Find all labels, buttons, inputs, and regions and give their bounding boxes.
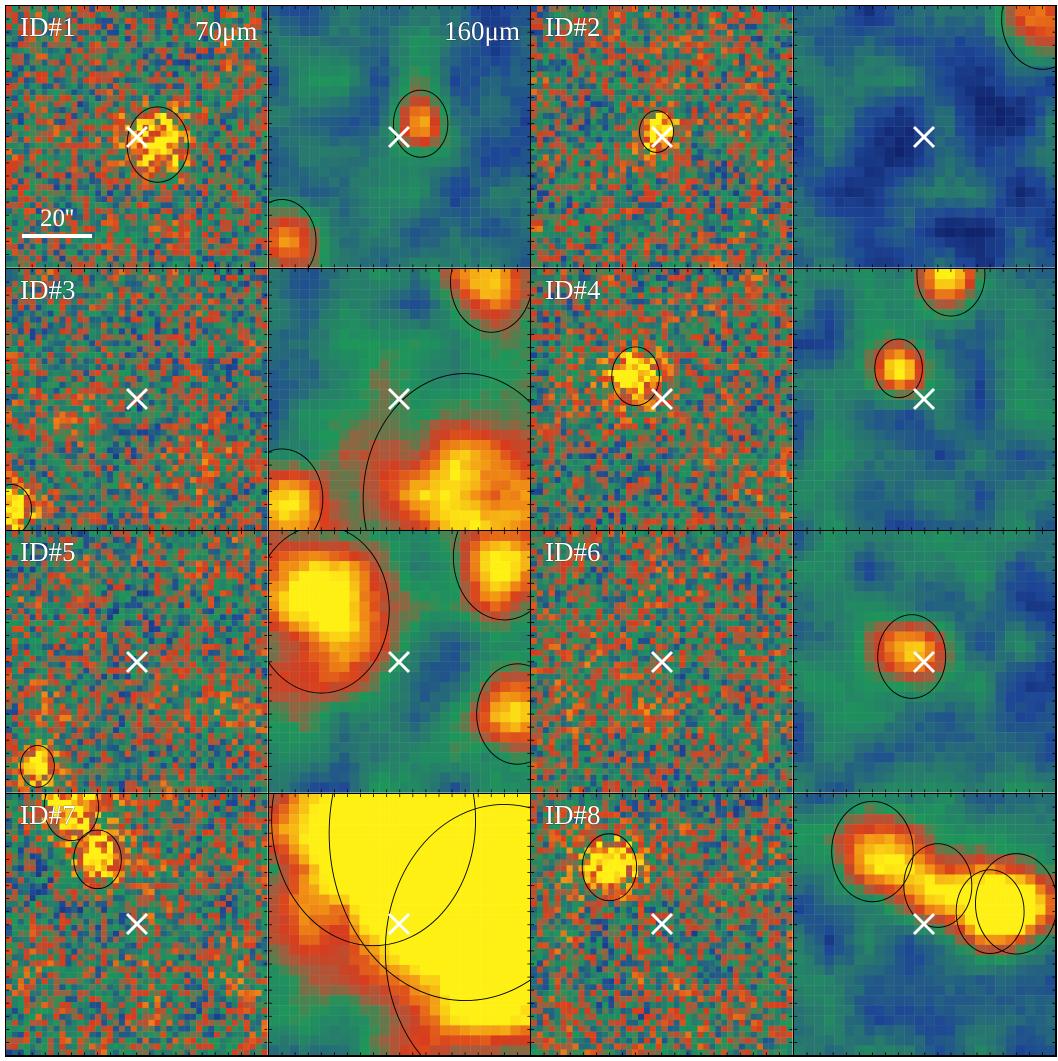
flux-map — [793, 6, 1055, 268]
source-id-label: ID#8 — [545, 801, 601, 829]
position-marker-icon — [125, 125, 148, 148]
flux-map — [531, 268, 793, 530]
image-panel-3: ID#2 — [531, 6, 794, 269]
position-marker-icon — [125, 913, 148, 936]
position-marker-icon — [388, 650, 411, 673]
band-label-70: 70μm — [195, 18, 257, 45]
image-panel-11: ID#6 — [531, 531, 794, 794]
source-id-label: ID#7 — [20, 801, 76, 829]
image-panel-2: 160μm — [268, 6, 531, 269]
flux-map — [531, 793, 793, 1055]
flux-map — [6, 531, 268, 793]
image-panel-4 — [793, 6, 1056, 269]
flux-map — [793, 531, 1055, 793]
image-panel-1: ID#1 70μm 20'' — [6, 6, 269, 269]
scale-bar-line — [22, 234, 92, 238]
position-marker-icon — [913, 913, 936, 936]
position-marker-icon — [650, 125, 673, 148]
position-marker-icon — [125, 650, 148, 673]
flux-map — [793, 793, 1055, 1055]
source-id-label: ID#3 — [20, 276, 76, 304]
position-marker-icon — [913, 650, 936, 673]
image-panel-14 — [268, 793, 531, 1056]
flux-map — [268, 268, 530, 530]
source-id-label: ID#6 — [545, 539, 601, 566]
source-id-label: ID#2 — [545, 14, 601, 41]
flux-map — [6, 793, 268, 1055]
source-id-label: ID#5 — [20, 539, 76, 566]
image-panel-5: ID#3 — [6, 268, 269, 531]
scale-bar-label: 20'' — [22, 206, 92, 231]
image-panel-10 — [268, 531, 531, 794]
flux-map — [6, 6, 268, 268]
image-panel-12 — [793, 531, 1056, 794]
image-panel-16 — [793, 793, 1056, 1056]
image-grid: ID#1 70μm 20'' 160μm ID#2 ID#3 ID#4 ID#5 ID#6 ID#… — [5, 5, 1057, 1057]
image-panel-8 — [793, 268, 1056, 531]
flux-map — [268, 6, 530, 268]
position-marker-icon — [650, 650, 673, 673]
position-marker-icon — [913, 388, 936, 411]
flux-map — [268, 531, 530, 793]
flux-map — [531, 6, 793, 268]
image-panel-7: ID#4 — [531, 268, 794, 531]
position-marker-icon — [650, 913, 673, 936]
flux-map — [531, 531, 793, 793]
image-panel-9: ID#5 — [6, 531, 269, 794]
image-panel-15: ID#8 — [531, 793, 794, 1056]
position-marker-icon — [388, 125, 411, 148]
flux-map — [268, 793, 530, 1055]
source-id-label: ID#1 — [20, 14, 76, 41]
band-label-160: 160μm — [444, 18, 520, 45]
position-marker-icon — [913, 125, 936, 148]
position-marker-icon — [388, 913, 411, 936]
image-panel-6 — [268, 268, 531, 531]
source-id-label: ID#4 — [545, 276, 601, 304]
scale-bar: 20'' — [22, 206, 92, 238]
image-panel-13: ID#7 — [6, 793, 269, 1056]
position-marker-icon — [125, 388, 148, 411]
flux-map — [6, 268, 268, 530]
position-marker-icon — [388, 388, 411, 411]
position-marker-icon — [650, 388, 673, 411]
flux-map — [793, 268, 1055, 530]
